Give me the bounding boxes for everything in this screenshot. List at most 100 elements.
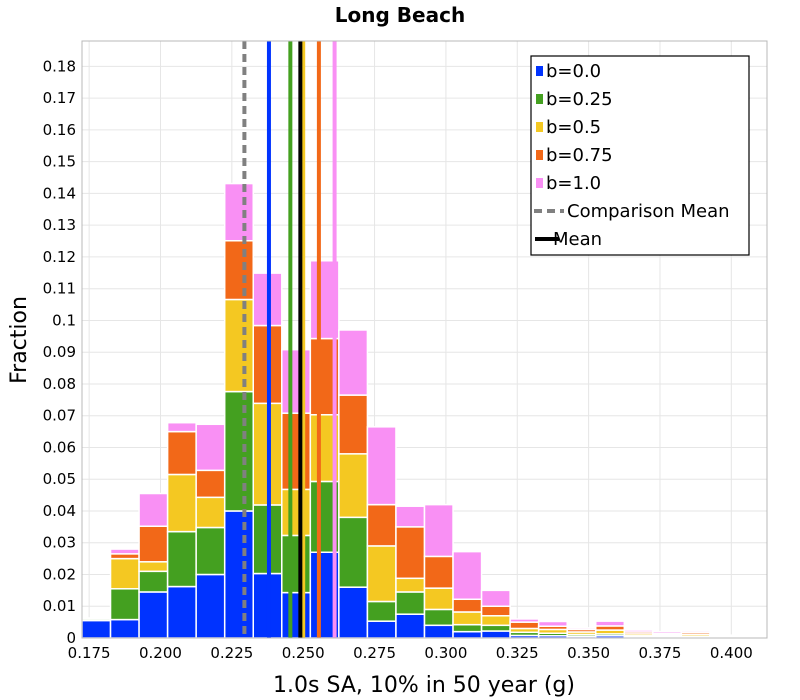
bar-segment xyxy=(566,627,597,631)
bar-segment xyxy=(595,620,626,627)
y-tick-label: 0.09 xyxy=(43,343,76,361)
legend-swatch xyxy=(536,66,543,76)
y-tick-label: 0.13 xyxy=(43,216,76,234)
bar-segment xyxy=(223,510,254,639)
bar-segment xyxy=(195,496,226,529)
bar-segment xyxy=(366,545,397,603)
bar-segment xyxy=(223,298,254,393)
bar-segment xyxy=(281,412,312,491)
x-tick-label: 0.325 xyxy=(496,644,539,662)
bar-segment xyxy=(480,615,511,627)
legend-box xyxy=(530,55,750,256)
bar-segment xyxy=(452,611,483,626)
bar-segment xyxy=(166,421,197,433)
x-tick-label: 0.225 xyxy=(210,644,253,662)
legend: b=0.0 b=0.25 b=0.5 b=0.75 b=1.0 Comparison Me… xyxy=(530,55,750,256)
bar-segment xyxy=(452,550,483,601)
bar-segment xyxy=(395,505,426,528)
bar-segment xyxy=(109,618,140,639)
bar-segment xyxy=(138,570,169,593)
bar-segment xyxy=(423,624,454,639)
y-tick-label: 0.15 xyxy=(43,153,76,171)
y-tick-label: 0.04 xyxy=(43,502,76,520)
bar-segment xyxy=(281,488,312,537)
bar-segment xyxy=(166,473,197,533)
x-tick-label: 0.250 xyxy=(282,644,325,662)
bar-segment xyxy=(366,426,397,506)
mean-lines xyxy=(242,41,337,638)
bar-segment xyxy=(338,586,369,639)
bar-segment xyxy=(423,555,454,589)
bar-segment xyxy=(452,623,483,633)
bar-segment xyxy=(195,423,226,472)
bar-segment xyxy=(395,613,426,639)
bar-segment xyxy=(395,591,426,615)
chart-title: Long Beach xyxy=(335,3,465,27)
bar-segment xyxy=(680,629,711,634)
bar-segment xyxy=(195,526,226,576)
bar-segment xyxy=(366,503,397,547)
bar-segment xyxy=(166,530,197,588)
bar-segment xyxy=(109,548,140,555)
x-tick-label: 0.200 xyxy=(139,644,182,662)
legend-swatch xyxy=(536,94,543,104)
y-tick-label: 0.08 xyxy=(43,375,76,393)
bar-segment xyxy=(223,390,254,512)
bar-segment xyxy=(480,589,511,607)
legend-swatch xyxy=(536,178,543,188)
legend-swatch xyxy=(536,150,543,160)
bar-segment xyxy=(423,608,454,627)
bar-segment xyxy=(338,329,369,396)
y-tick-label: 0.03 xyxy=(43,534,76,552)
bar-segment xyxy=(537,620,568,628)
y-tick-label: 0.06 xyxy=(43,438,76,456)
x-tick-label: 0.300 xyxy=(424,644,467,662)
y-tick-label: 0.16 xyxy=(43,121,76,139)
y-tick-label: 0.14 xyxy=(43,184,76,202)
x-tick-label: 0.400 xyxy=(710,644,753,662)
x-tick-label: 0.175 xyxy=(68,644,111,662)
legend-swatch xyxy=(536,122,543,132)
legend-label: b=0.75 xyxy=(546,145,613,166)
legend-label: b=0.5 xyxy=(546,117,601,138)
bar-segment xyxy=(338,516,369,588)
legend-label: Mean xyxy=(553,229,602,250)
bar-segment xyxy=(281,534,312,594)
legend-label: b=1.0 xyxy=(546,173,601,194)
bar-segment xyxy=(366,600,397,622)
bar-segment xyxy=(223,182,254,242)
y-tick-label: 0.02 xyxy=(43,565,76,583)
bar-segment xyxy=(338,453,369,519)
x-tick-label: 0.350 xyxy=(567,644,610,662)
bar-segment xyxy=(509,621,540,630)
bar-segment xyxy=(195,573,226,639)
x-tick-label: 0.375 xyxy=(638,644,681,662)
bar-segment xyxy=(366,620,397,639)
x-axis-ticks: 0.175 0.200 0.225 0.250 0.275 0.300 0.325 0.350… xyxy=(68,644,753,662)
bar-segment xyxy=(338,394,369,455)
plot-frame xyxy=(81,40,768,639)
bar-segment xyxy=(395,526,426,580)
bar-segment xyxy=(281,348,312,414)
bar-segment xyxy=(423,503,454,558)
bar-segment xyxy=(395,577,426,593)
bar-segment xyxy=(223,239,254,301)
bar-segment xyxy=(195,469,226,499)
bar-segment xyxy=(480,630,511,639)
y-tick-label: 0.07 xyxy=(43,407,76,425)
legend-label: b=0.25 xyxy=(546,89,613,110)
bar-segment xyxy=(480,605,511,617)
y-tick-label: 0.01 xyxy=(43,597,76,615)
bar-segment xyxy=(709,634,740,637)
x-axis-title: 1.0s SA, 10% in 50 year (g) xyxy=(273,673,575,698)
y-tick-label: 0.11 xyxy=(43,280,76,298)
y-axis-title: Fraction xyxy=(7,296,32,384)
bar-segment xyxy=(109,588,140,621)
bar-segment xyxy=(509,618,540,623)
y-tick-label: 0.05 xyxy=(43,470,76,488)
bar-segment xyxy=(623,629,654,633)
bar-segment xyxy=(281,591,312,639)
bar-segment xyxy=(138,492,169,527)
